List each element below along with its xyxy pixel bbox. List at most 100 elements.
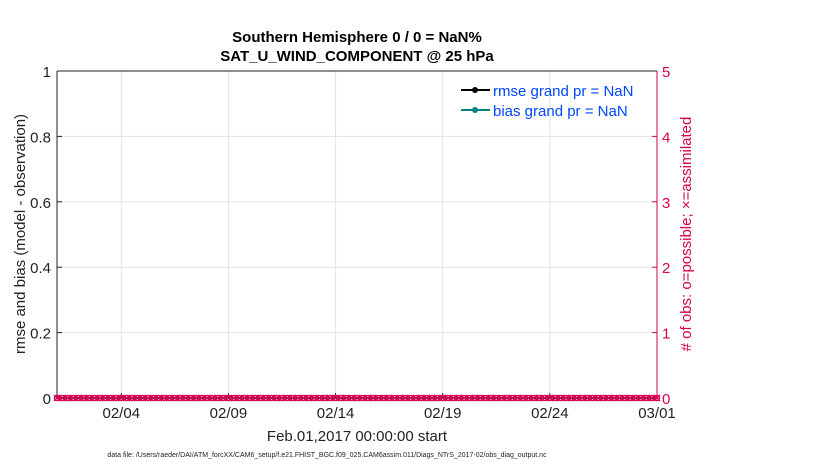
obs-assimilated-marker bbox=[385, 394, 393, 402]
chart-title-line1: Southern Hemisphere 0 / 0 = NaN% bbox=[232, 29, 482, 46]
obs-assimilated-marker bbox=[332, 394, 340, 402]
obs-assimilated-marker bbox=[251, 394, 259, 402]
obs-assimilated-marker bbox=[578, 394, 586, 402]
obs-assimilated-marker bbox=[546, 394, 554, 402]
obs-assimilated-marker bbox=[230, 394, 238, 402]
obs-assimilated-marker bbox=[401, 394, 409, 402]
obs-assimilated-marker bbox=[460, 394, 468, 402]
obs-assimilated-marker bbox=[632, 394, 640, 402]
obs-assimilated-marker bbox=[487, 394, 495, 402]
obs-assimilated-marker bbox=[605, 394, 613, 402]
obs-assimilated-marker bbox=[648, 394, 656, 402]
x-tick-label: 02/09 bbox=[210, 405, 248, 422]
obs-assimilated-marker bbox=[91, 394, 98, 402]
legend: rmse grand pr = NaN bias grand pr = NaN bbox=[461, 83, 633, 120]
grid bbox=[57, 70, 658, 399]
obs-assimilated-marker bbox=[498, 394, 506, 402]
obs-assimilated-marker bbox=[53, 394, 61, 402]
obs-assimilated-marker bbox=[166, 394, 173, 402]
obs-assimilated-marker bbox=[182, 394, 190, 402]
obs-assimilated-marker bbox=[337, 394, 345, 402]
obs-assimilated-marker bbox=[305, 394, 313, 402]
obs-assimilated-marker bbox=[541, 394, 548, 402]
obs-assimilated-marker bbox=[224, 394, 232, 402]
y-right-tick-label: 1 bbox=[662, 326, 670, 343]
obs-assimilated-marker bbox=[171, 394, 179, 402]
obs-assimilated-marker bbox=[353, 394, 361, 402]
obs-assimilated-marker bbox=[364, 394, 372, 402]
x-tick-label: 02/04 bbox=[103, 405, 141, 422]
obs-assimilated-marker bbox=[514, 394, 522, 402]
obs-assimilated-marker bbox=[433, 394, 441, 402]
obs-assimilated-marker bbox=[567, 394, 575, 402]
obs-assimilated-marker bbox=[241, 394, 248, 402]
y-tick-label: 0.4 bbox=[30, 260, 51, 277]
obs-assimilated-marker bbox=[503, 394, 511, 402]
y-right-tick-label: 2 bbox=[662, 260, 670, 277]
obs-assimilated-marker bbox=[524, 394, 532, 402]
obs-assimilated-marker bbox=[283, 394, 291, 402]
obs-assimilated-marker bbox=[594, 394, 602, 402]
obs-assimilated-marker bbox=[267, 394, 275, 402]
y-axis-right-label: # of obs: o=possible; ×=assimilated bbox=[678, 117, 695, 352]
obs-assimilated-marker bbox=[466, 394, 473, 402]
obs-assimilated-marker bbox=[85, 394, 93, 402]
y-axis-label: rmse and bias (model - observation) bbox=[12, 114, 29, 354]
obs-assimilated-marker bbox=[123, 394, 131, 402]
obs-assimilated-marker bbox=[482, 394, 490, 402]
obs-assimilated-marker bbox=[214, 394, 222, 402]
legend-bias-marker bbox=[472, 107, 478, 113]
obs-assimilated-marker bbox=[176, 394, 184, 402]
obs-assimilated-marker bbox=[642, 394, 650, 402]
obs-assimilated-marker bbox=[610, 394, 618, 402]
obs-assimilated-marker bbox=[562, 394, 570, 402]
axes: 02/04 02/09 02/14 02/19 02/24 03/0100.20.40.6… bbox=[30, 64, 676, 422]
obs-assimilated-marker bbox=[557, 394, 565, 402]
y-tick-label: 1 bbox=[43, 64, 51, 81]
y-tick-label: 0.2 bbox=[30, 326, 51, 343]
legend-rmse-marker bbox=[472, 87, 478, 93]
x-tick-label: 03/01 bbox=[638, 405, 676, 422]
obs-assimilated-marker bbox=[358, 394, 366, 402]
obs-assimilated-marker bbox=[139, 394, 147, 402]
x-tick-label: 02/24 bbox=[531, 405, 569, 422]
obs-assimilated-marker bbox=[80, 394, 88, 402]
obs-assimilated-marker bbox=[262, 394, 270, 402]
obs-assimilated-marker bbox=[294, 394, 302, 402]
y-tick-label: 0.6 bbox=[30, 195, 51, 212]
obs-assimilated-marker bbox=[316, 394, 323, 402]
obs-assimilated-marker bbox=[192, 394, 200, 402]
obs-assimilated-marker bbox=[589, 394, 597, 402]
x-tick-label: 02/14 bbox=[317, 405, 355, 422]
obs-assimilated-marker bbox=[107, 394, 115, 402]
obs-assimilated-marker bbox=[519, 394, 527, 402]
obs-assimilated-marker bbox=[58, 394, 66, 402]
obs-markers bbox=[53, 394, 661, 402]
obs-assimilated-marker bbox=[342, 394, 350, 402]
obs-assimilated-marker bbox=[278, 394, 286, 402]
obs-assimilated-marker bbox=[583, 394, 591, 402]
obs-assimilated-marker bbox=[203, 394, 211, 402]
obs-assimilated-marker bbox=[208, 394, 216, 402]
obs-assimilated-marker bbox=[412, 394, 420, 402]
obs-assimilated-marker bbox=[380, 394, 388, 402]
obs-assimilated-marker bbox=[369, 394, 377, 402]
obs-assimilated-marker bbox=[310, 394, 318, 402]
obs-assimilated-marker bbox=[476, 394, 484, 402]
obs-possible-marker bbox=[653, 394, 661, 402]
obs-assimilated-marker bbox=[246, 394, 254, 402]
obs-assimilated-marker bbox=[444, 394, 452, 402]
obs-assimilated-marker bbox=[407, 394, 415, 402]
y-tick-label: 0 bbox=[43, 391, 51, 408]
legend-rmse-label: rmse grand pr = NaN bbox=[493, 83, 633, 100]
obs-assimilated-marker bbox=[374, 394, 382, 402]
obs-assimilated-marker bbox=[187, 394, 195, 402]
y-right-tick-label: 4 bbox=[662, 129, 670, 146]
obs-assimilated-marker bbox=[219, 394, 227, 402]
obs-assimilated-marker bbox=[455, 394, 463, 402]
obs-assimilated-marker bbox=[144, 394, 152, 402]
obs-assimilated-marker bbox=[621, 394, 629, 402]
obs-assimilated-marker bbox=[423, 394, 431, 402]
obs-assimilated-marker bbox=[69, 394, 77, 402]
